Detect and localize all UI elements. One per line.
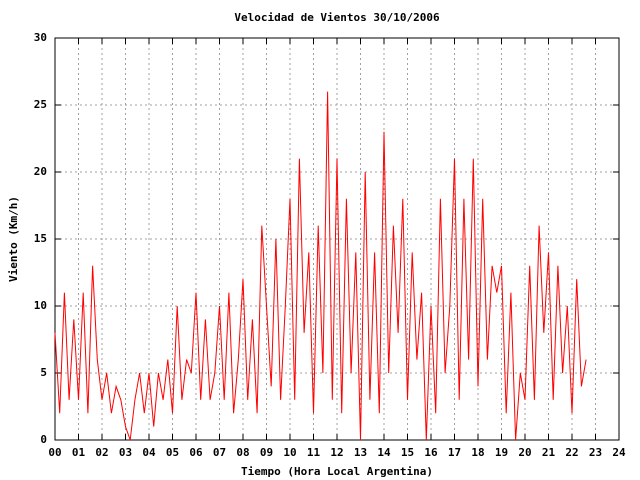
wind-line	[54, 91, 587, 441]
y-tick-label: 30	[34, 31, 47, 44]
x-tick-label: 14	[377, 446, 391, 459]
y-axis-label: Viento (Km/h)	[7, 196, 20, 282]
y-tick-label: 15	[34, 232, 47, 245]
x-tick-label: 03	[119, 446, 132, 459]
x-tick-label: 10	[283, 446, 296, 459]
y-tick-label: 20	[34, 165, 47, 178]
x-tick-label: 08	[236, 446, 249, 459]
x-tick-label: 02	[95, 446, 108, 459]
x-tick-label: 24	[612, 446, 626, 459]
chart-title: Velocidad de Vientos 30/10/2006	[234, 11, 440, 24]
x-tick-label: 04	[142, 446, 156, 459]
x-tick-label: 20	[518, 446, 531, 459]
y-tick-label: 0	[40, 433, 47, 446]
x-tick-label: 19	[495, 446, 508, 459]
x-tick-label: 15	[401, 446, 414, 459]
y-tick-label: 10	[34, 299, 47, 312]
x-tick-label: 00	[48, 446, 61, 459]
y-tick-label: 5	[40, 366, 47, 379]
x-tick-label: 23	[589, 446, 602, 459]
y-tick-label: 25	[34, 98, 47, 111]
x-tick-label: 21	[542, 446, 556, 459]
x-tick-label: 13	[354, 446, 367, 459]
x-tick-label: 09	[260, 446, 273, 459]
x-tick-label: 17	[448, 446, 461, 459]
x-tick-label: 16	[424, 446, 438, 459]
x-tick-label: 05	[166, 446, 179, 459]
plot-frame	[54, 37, 620, 441]
x-tick-label: 12	[330, 446, 343, 459]
x-axis-label: Tiempo (Hora Local Argentina)	[241, 465, 433, 478]
x-tick-label: 11	[307, 446, 321, 459]
x-tick-label: 01	[72, 446, 86, 459]
x-tick-label: 06	[189, 446, 203, 459]
x-tick-label: 22	[565, 446, 578, 459]
x-tick-label: 18	[471, 446, 484, 459]
x-tick-label: 07	[213, 446, 226, 459]
